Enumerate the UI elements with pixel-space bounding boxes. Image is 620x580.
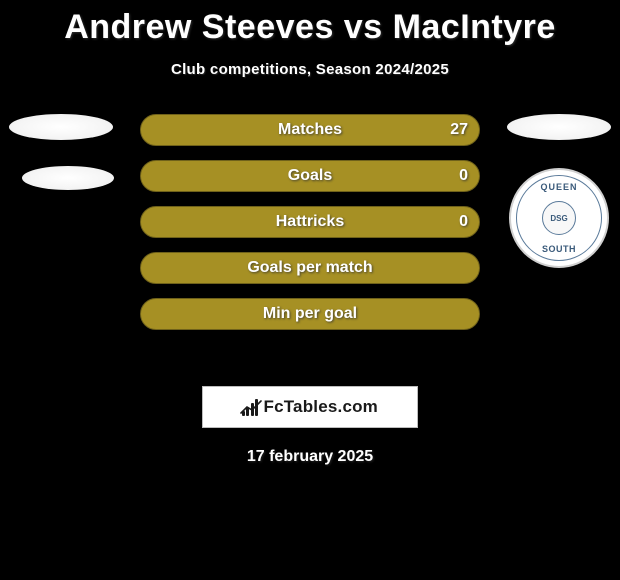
- club-badge-top-text: QUEEN: [517, 182, 601, 192]
- brand-badge: FcTables.com: [202, 386, 418, 428]
- stat-bar-track: [140, 298, 480, 330]
- brand-text: FcTables.com: [263, 397, 378, 417]
- club-badge-ring: QUEEN DSG SOUTH: [516, 175, 602, 261]
- stat-row: Matches27: [140, 114, 480, 146]
- left-player-avatar-placeholder: [9, 114, 113, 140]
- stat-bar-track: [140, 114, 480, 146]
- right-player-avatar-placeholder: [507, 114, 611, 140]
- stat-right-value: 27: [450, 114, 468, 146]
- stat-bar-track: [140, 206, 480, 238]
- stat-bar-track: [140, 160, 480, 192]
- page-subtitle: Club competitions, Season 2024/2025: [0, 61, 620, 78]
- stat-row: Goals per match: [140, 252, 480, 284]
- stat-right-value: 0: [459, 160, 468, 192]
- left-player-column: [6, 114, 116, 190]
- stat-right-value: 0: [459, 206, 468, 238]
- stat-bar-track: [140, 252, 480, 284]
- right-player-column: QUEEN DSG SOUTH: [504, 114, 614, 268]
- bar-chart-icon: [242, 399, 259, 416]
- stat-bars: Matches27 Goals0 Hattricks0 Goals per match…: [140, 114, 480, 344]
- generated-date: 17 february 2025: [0, 448, 620, 466]
- club-badge-center: DSG: [542, 201, 576, 235]
- stat-row: Goals0: [140, 160, 480, 192]
- right-club-badge: QUEEN DSG SOUTH: [509, 168, 609, 268]
- comparison-area: QUEEN DSG SOUTH Matches27 Goals0 Hattricks…: [0, 114, 620, 374]
- left-club-badge-placeholder: [22, 166, 114, 190]
- stat-row: Min per goal: [140, 298, 480, 330]
- page-title: Andrew Steeves vs MacIntyre: [0, 0, 620, 47]
- club-badge-bottom-text: SOUTH: [517, 244, 601, 254]
- stat-row: Hattricks0: [140, 206, 480, 238]
